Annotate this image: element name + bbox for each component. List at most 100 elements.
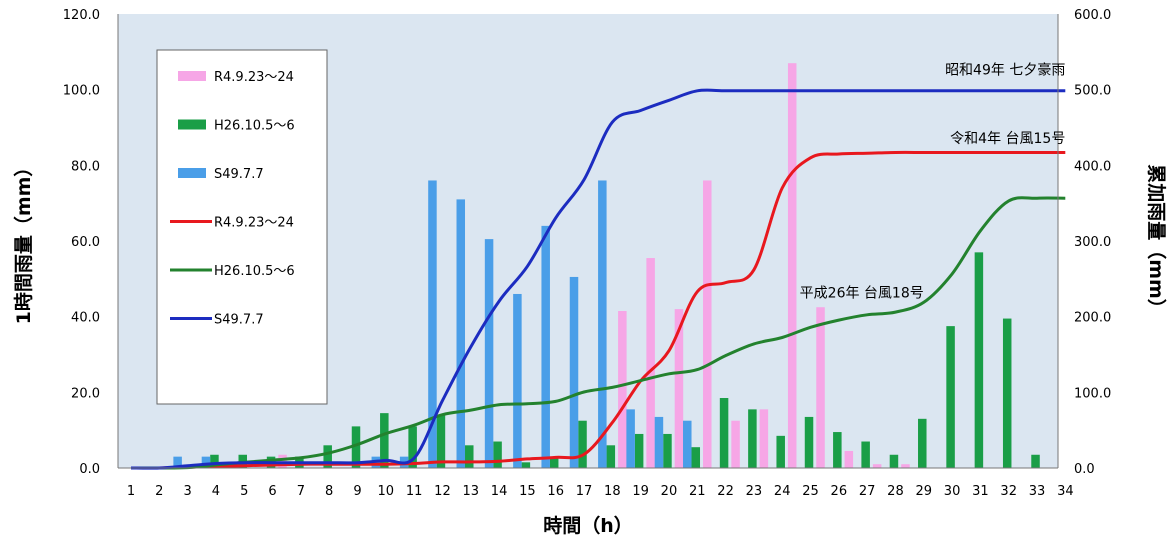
x-tick-label: 22 xyxy=(717,484,734,499)
x-tick-label: 15 xyxy=(519,484,536,499)
right-axis-title: 累加雨量（mm） xyxy=(1145,164,1168,318)
bar xyxy=(844,450,854,468)
bar xyxy=(606,445,616,468)
x-tick-label: 11 xyxy=(406,484,423,499)
right-tick-labels: 0.0 100.0 200.0 300.0 400.0 500.0 600.0 xyxy=(1074,8,1111,477)
left-tick-label: 60.0 xyxy=(71,235,100,250)
right-tick-label: 300.0 xyxy=(1074,235,1111,250)
series-line xyxy=(130,196,1066,470)
bar xyxy=(569,276,579,468)
legend-label: S49.7.7 xyxy=(214,167,264,182)
bar xyxy=(683,420,692,468)
x-tick-label: 25 xyxy=(802,484,819,499)
legend-label: S49.7.7 xyxy=(214,313,264,328)
right-tick-label: 500.0 xyxy=(1074,84,1111,99)
bar xyxy=(654,416,664,468)
bar xyxy=(1002,318,1012,468)
x-tick-label: 28 xyxy=(887,484,904,499)
x-tick-label: 7 xyxy=(297,484,305,499)
bar xyxy=(889,454,899,468)
x-tick-label: 34 xyxy=(1057,484,1074,499)
bar xyxy=(201,456,211,468)
right-tick-label: 0.0 xyxy=(1074,462,1095,477)
right-tick-label: 600.0 xyxy=(1074,8,1111,23)
bar xyxy=(210,454,219,468)
x-tick-label: 23 xyxy=(746,484,763,499)
bar xyxy=(456,199,466,468)
bar xyxy=(861,441,870,468)
bar xyxy=(521,462,531,468)
x-tick-label: 16 xyxy=(547,484,564,499)
x-tick-label: 13 xyxy=(462,484,479,499)
bar xyxy=(408,426,417,468)
bar xyxy=(598,180,607,468)
bar xyxy=(974,252,984,468)
legend-label: R4.9.23～24 xyxy=(214,216,294,231)
legend: R4.9.23～24 H26.10.5～6 S49.7.7 R4.9.23～24 H26… xyxy=(156,49,328,405)
x-tick-label: 18 xyxy=(604,484,621,499)
bar xyxy=(719,398,729,468)
legend-label: H26.10.5～6 xyxy=(214,119,295,134)
bar xyxy=(549,456,559,468)
x-tick-label: 29 xyxy=(915,484,932,499)
annotation-label: 令和4年 台風15号 xyxy=(950,131,1065,147)
x-axis-title: 時間（h） xyxy=(543,514,633,537)
bar xyxy=(541,225,550,468)
x-tick-label: 30 xyxy=(944,484,961,499)
x-tick-label: 21 xyxy=(689,484,706,499)
series-line xyxy=(130,150,1066,470)
bar xyxy=(731,420,740,468)
x-tick-label: 19 xyxy=(632,484,649,499)
x-tick-label: 20 xyxy=(661,484,678,499)
bar xyxy=(946,326,955,468)
bar xyxy=(626,409,635,468)
left-tick-label: 120.0 xyxy=(63,8,100,23)
bar xyxy=(493,441,502,468)
left-tick-label: 100.0 xyxy=(63,84,100,99)
bar xyxy=(578,420,587,468)
x-tick-label: 33 xyxy=(1029,484,1046,499)
x-tick-label: 1 xyxy=(127,484,135,499)
bar xyxy=(691,447,701,468)
x-tick-label: 27 xyxy=(859,484,876,499)
x-tick-label: 10 xyxy=(378,484,395,499)
bar xyxy=(646,258,655,468)
bar xyxy=(776,435,785,468)
left-tick-label: 0.0 xyxy=(79,462,100,477)
left-tick-label: 20.0 xyxy=(71,386,100,401)
right-tick-label: 200.0 xyxy=(1074,311,1111,326)
legend-label: H26.10.5～6 xyxy=(214,264,295,279)
lines-group xyxy=(130,88,1066,470)
right-tick-label: 100.0 xyxy=(1074,386,1111,401)
x-tick-label: 9 xyxy=(353,484,361,499)
bar xyxy=(1031,454,1040,468)
bar xyxy=(872,464,882,468)
legend-label: R4.9.23～24 xyxy=(214,70,294,85)
x-tick-label: 5 xyxy=(240,484,248,499)
left-tick-label: 40.0 xyxy=(71,311,100,326)
bar xyxy=(804,416,814,468)
left-tick-labels: 0.0 20.0 40.0 60.0 80.0 100.0 120.0 xyxy=(63,8,100,477)
bar xyxy=(513,293,522,468)
bar xyxy=(748,409,757,468)
bar xyxy=(428,180,437,468)
x-tick-label: 17 xyxy=(576,484,593,499)
bar xyxy=(816,307,825,468)
bar xyxy=(833,432,842,468)
bar xyxy=(484,239,494,468)
bar xyxy=(703,180,712,468)
bar xyxy=(173,456,182,468)
bar xyxy=(759,409,769,468)
bar xyxy=(787,63,797,468)
legend-box xyxy=(156,49,328,405)
x-tick-label: 32 xyxy=(1000,484,1017,499)
x-tick-labels: 1 2 3 4 5 6 7 8 9 10 11 12 13 14 15 16 17 18 19 20 21 22 23 24 2… xyxy=(127,484,1074,499)
x-tick-label: 24 xyxy=(774,484,791,499)
x-tick-label: 2 xyxy=(155,484,163,499)
x-tick-label: 6 xyxy=(268,484,276,499)
series-line xyxy=(130,88,1066,470)
bar xyxy=(323,445,332,468)
bar xyxy=(901,464,910,468)
bar xyxy=(465,445,474,468)
